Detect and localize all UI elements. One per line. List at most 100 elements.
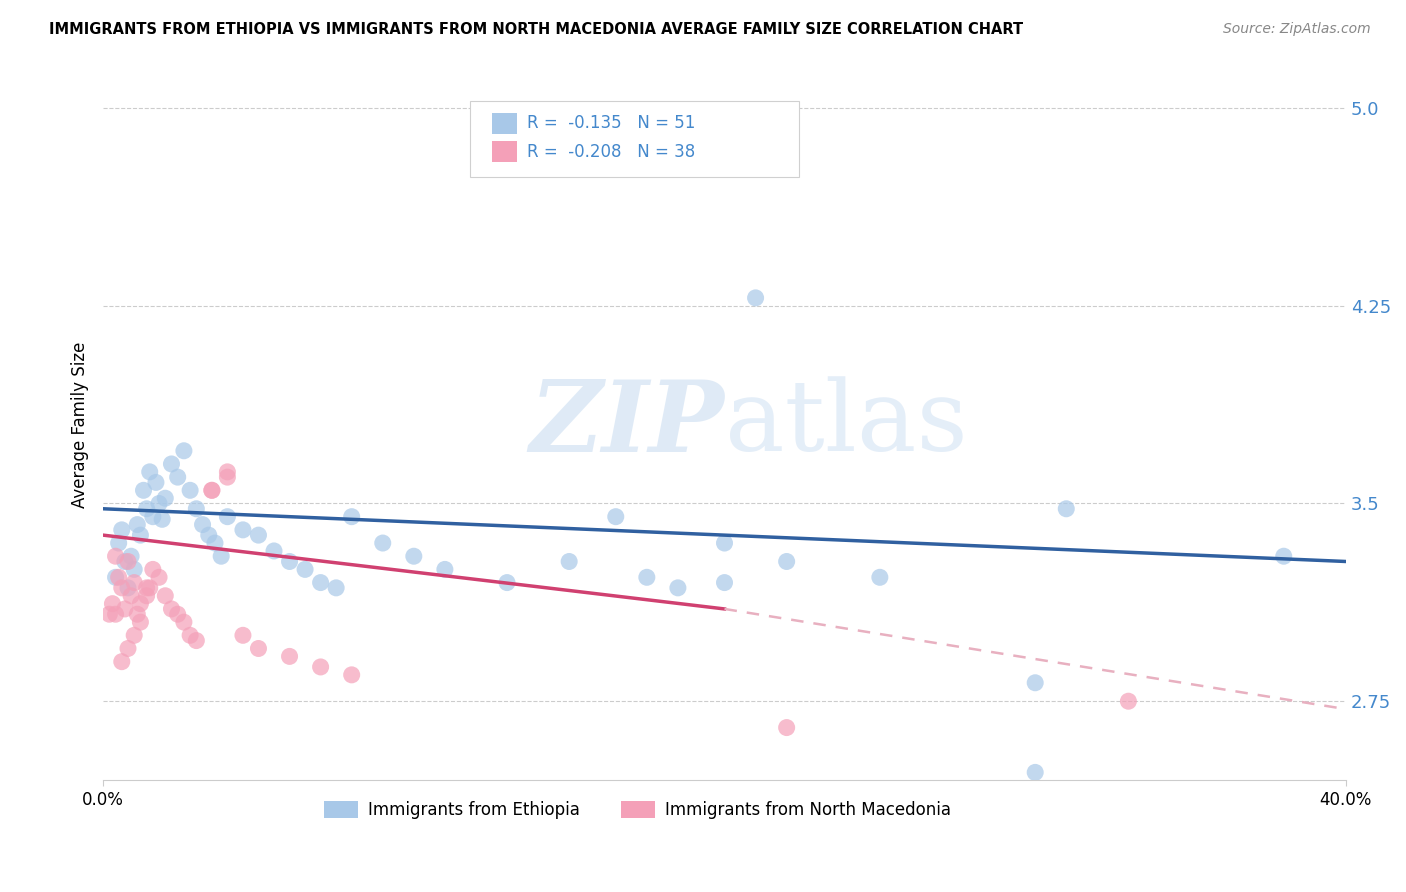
Point [135, 589, 157, 603]
Point [209, 549, 232, 564]
Point [558, 554, 581, 568]
Point [340, 668, 363, 682]
Point [496, 575, 519, 590]
Point [107, 536, 129, 550]
Point [1118, 694, 1140, 708]
Point [869, 570, 891, 584]
Point [217, 509, 239, 524]
Point [135, 501, 157, 516]
Point [713, 575, 735, 590]
Point [713, 536, 735, 550]
Point [160, 457, 183, 471]
Point [135, 581, 157, 595]
Point [98, 607, 121, 622]
Y-axis label: Average Family Size: Average Family Size [72, 342, 89, 508]
Point [127, 517, 149, 532]
Point [111, 581, 134, 595]
FancyBboxPatch shape [470, 101, 799, 178]
Point [402, 549, 425, 564]
Point [173, 615, 195, 629]
Point [120, 549, 142, 564]
Point [166, 470, 188, 484]
Point [204, 536, 226, 550]
Point [104, 607, 127, 622]
Text: R =  -0.135   N = 51: R = -0.135 N = 51 [527, 114, 696, 132]
Point [294, 562, 316, 576]
Point [107, 570, 129, 584]
Point [138, 581, 160, 595]
Point [114, 602, 136, 616]
Point [117, 581, 139, 595]
Point [148, 496, 170, 510]
Point [129, 597, 152, 611]
Point [636, 570, 658, 584]
Point [117, 554, 139, 568]
Point [138, 465, 160, 479]
Point [122, 562, 145, 576]
Point [111, 523, 134, 537]
Point [247, 641, 270, 656]
Bar [492, 112, 517, 134]
Point [325, 581, 347, 595]
Point [1024, 765, 1046, 780]
Text: IMMIGRANTS FROM ETHIOPIA VS IMMIGRANTS FROM NORTH MACEDONIA AVERAGE FAMILY SIZE : IMMIGRANTS FROM ETHIOPIA VS IMMIGRANTS F… [49, 22, 1024, 37]
Point [775, 554, 797, 568]
Point [232, 523, 254, 537]
Point [191, 517, 214, 532]
Point [127, 607, 149, 622]
Point [179, 483, 201, 498]
Point [173, 443, 195, 458]
Point [160, 602, 183, 616]
Text: atlas: atlas [724, 376, 967, 472]
Point [179, 628, 201, 642]
Point [132, 483, 155, 498]
Point [166, 607, 188, 622]
Point [605, 509, 627, 524]
Point [122, 575, 145, 590]
Point [1272, 549, 1295, 564]
Point [129, 615, 152, 629]
Point [142, 562, 165, 576]
Point [309, 660, 332, 674]
Text: Source: ZipAtlas.com: Source: ZipAtlas.com [1223, 22, 1371, 37]
Point [340, 509, 363, 524]
Point [775, 721, 797, 735]
Point [150, 512, 173, 526]
Point [232, 628, 254, 642]
Point [197, 528, 219, 542]
Point [114, 554, 136, 568]
Text: ZIP: ZIP [530, 376, 724, 473]
Bar [492, 141, 517, 162]
Point [101, 597, 124, 611]
Point [186, 501, 208, 516]
Point [666, 581, 689, 595]
Point [155, 491, 177, 506]
Point [104, 570, 127, 584]
Point [263, 544, 285, 558]
Point [217, 470, 239, 484]
Legend: Immigrants from Ethiopia, Immigrants from North Macedonia: Immigrants from Ethiopia, Immigrants fro… [318, 794, 957, 825]
Point [148, 570, 170, 584]
Point [217, 465, 239, 479]
Point [104, 549, 127, 564]
Point [122, 628, 145, 642]
Point [371, 536, 394, 550]
Point [145, 475, 167, 490]
Point [111, 655, 134, 669]
Text: R =  -0.208   N = 38: R = -0.208 N = 38 [527, 143, 695, 161]
Point [247, 528, 270, 542]
Point [278, 554, 301, 568]
Point [309, 575, 332, 590]
Point [433, 562, 456, 576]
Point [1054, 501, 1077, 516]
Point [155, 589, 177, 603]
Point [186, 633, 208, 648]
Point [129, 528, 152, 542]
Point [744, 291, 766, 305]
Point [1024, 675, 1046, 690]
Point [142, 509, 165, 524]
Point [117, 641, 139, 656]
Point [201, 483, 224, 498]
Point [201, 483, 224, 498]
Point [120, 589, 142, 603]
